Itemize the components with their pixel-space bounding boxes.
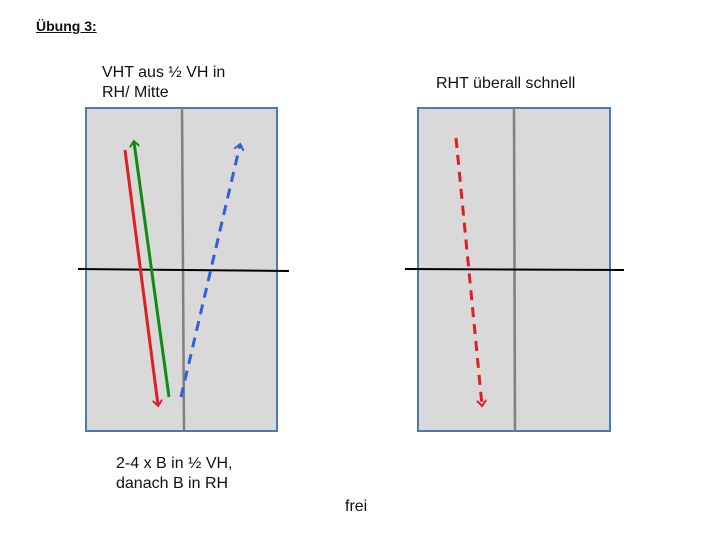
field-left — [77, 107, 290, 432]
title: Übung 3: — [36, 18, 97, 34]
panel-label: VHT aus ½ VH in RH/ Mitte — [102, 64, 226, 101]
footer-note: frei — [345, 498, 368, 515]
field-right — [404, 107, 625, 432]
panel-label: RHT überall schnell — [436, 75, 576, 92]
panel-caption: 2-4 x B in ½ VH, danach B in RH — [116, 455, 233, 492]
